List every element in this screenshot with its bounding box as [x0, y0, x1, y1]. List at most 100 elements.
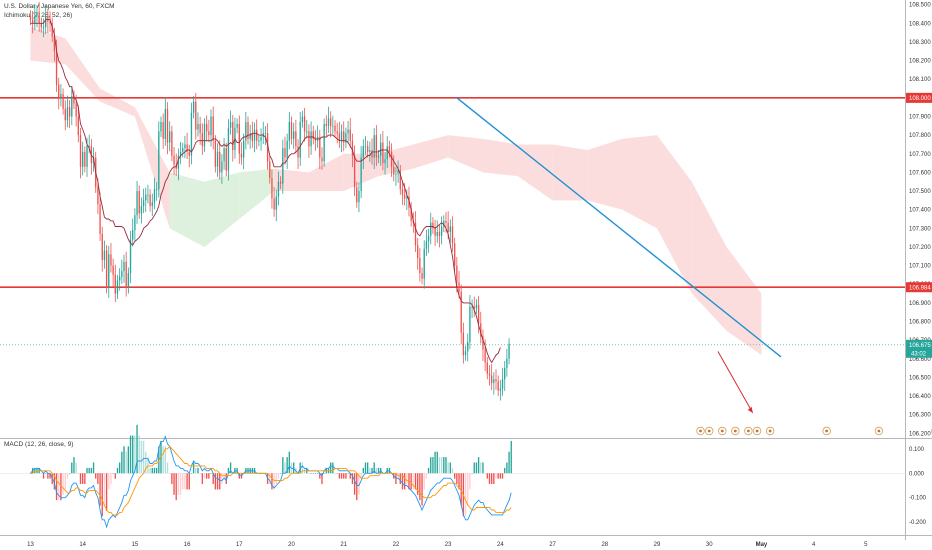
candle-body — [75, 103, 77, 117]
macd-histogram-bar — [399, 473, 401, 485]
candle-body — [188, 151, 190, 156]
candle-body — [293, 131, 295, 139]
calendar-event-dot — [755, 429, 759, 433]
macd-histogram-bar — [68, 473, 71, 474]
price-tick-label: 106.200 — [909, 431, 931, 437]
candle-body — [184, 144, 186, 149]
candle-body — [105, 250, 108, 288]
candle-body — [155, 189, 158, 190]
price-tick-label: 107.600 — [909, 170, 931, 176]
macd-histogram-bar — [504, 467, 506, 474]
candle-body — [358, 191, 360, 203]
macd-histogram-bar — [101, 473, 103, 517]
macd-histogram-bar — [125, 451, 127, 474]
price-axis[interactable]: 108.500 108.400 108.300 108.200 108.100 108.0… — [906, 3, 932, 438]
candle-body — [384, 159, 386, 164]
event-markers[interactable] — [696, 426, 932, 436]
macd-histogram-bar — [321, 473, 323, 485]
macd-histogram-bar — [469, 473, 471, 490]
level-tag-text: 108.000 — [909, 96, 931, 102]
candle-body — [236, 123, 238, 128]
candle-body — [195, 101, 197, 130]
macd-histogram-bar — [482, 462, 484, 474]
macd-histogram-bar — [284, 462, 286, 474]
macd-histogram-bar — [319, 473, 321, 479]
macd-histogram-bar — [414, 473, 417, 490]
macd-histogram-bar — [334, 473, 336, 474]
candle-body — [508, 343, 510, 359]
candle-body — [84, 151, 86, 167]
candle-body — [490, 375, 493, 384]
macd-histogram-bar — [75, 462, 77, 474]
trend-line — [456, 97, 782, 358]
macd-histogram-bar — [508, 451, 510, 474]
cloud-segment — [204, 172, 240, 247]
macd-histogram-bar — [110, 473, 112, 485]
macd-histogram-bar — [436, 451, 438, 474]
candle-body — [349, 129, 351, 141]
macd-histogram-bar — [438, 457, 441, 474]
candle-body — [493, 379, 495, 384]
macd-histogram-bar — [227, 467, 230, 474]
candle-body — [99, 204, 101, 234]
calendar-event-dot — [733, 429, 737, 433]
candle-body — [288, 122, 291, 141]
cloud-segment — [656, 135, 692, 294]
candle-body — [393, 166, 395, 175]
macd-histogram-bar — [64, 473, 66, 490]
candle-body — [164, 109, 167, 139]
candle-body — [501, 379, 504, 389]
macd-axis[interactable]: 0.100 0.000 -0.100 -0.200 — [909, 447, 927, 526]
level-tag — [906, 92, 932, 103]
macd-histogram-bar — [356, 473, 358, 501]
macd-histogram-bar — [471, 473, 473, 474]
macd-histogram-bar — [282, 457, 284, 474]
candle-body — [51, 23, 53, 37]
current-price-text: 106.675 — [909, 343, 931, 349]
macd-histogram-bar — [358, 473, 360, 495]
macd-histogram-bar — [360, 473, 362, 479]
candle-body — [186, 144, 188, 152]
candle-body — [68, 107, 71, 117]
candle-body — [264, 133, 267, 135]
candle-body — [121, 271, 123, 277]
macd-histogram-bar — [486, 473, 488, 479]
candle-body — [417, 245, 419, 259]
macd-histogram-bar — [55, 473, 58, 501]
candle-body — [123, 261, 125, 272]
cloud-segment — [134, 107, 170, 229]
candle-body — [55, 51, 58, 85]
cloud-segment — [448, 135, 483, 173]
macd-histogram-bar — [493, 473, 495, 485]
calendar-event-dot — [720, 429, 724, 433]
time-tick-label: 28 — [601, 542, 608, 548]
candle-body — [42, 27, 45, 28]
ichimoku-cloud — [30, 27, 762, 356]
candle-body — [160, 122, 162, 132]
candle-body — [486, 362, 488, 374]
macd-histogram-bar — [95, 473, 97, 479]
candle-body — [45, 15, 47, 28]
candle-body — [329, 118, 332, 126]
candle-body — [223, 148, 225, 162]
macd-histogram-bar — [45, 473, 47, 474]
price-tick-label: 108.400 — [909, 21, 931, 27]
candle-body — [136, 191, 138, 216]
time-axis[interactable]: 13 14 15 16 17 20 21 22 23 24 27 28 29 30 May 4 5 — [27, 542, 868, 548]
candle-body — [295, 131, 297, 147]
macd-histogram-bar — [66, 473, 69, 479]
macd-histogram-bar — [29, 473, 32, 474]
candle-body — [319, 136, 321, 158]
candle-body — [73, 95, 75, 104]
macd-histogram-bar — [40, 473, 43, 474]
candle-body — [399, 170, 401, 190]
macd-histogram-bar — [103, 473, 106, 506]
candle-body — [475, 304, 478, 309]
macd-histogram-bar — [362, 467, 364, 474]
macd-histogram-bar — [90, 467, 93, 474]
current-price-tag — [906, 339, 932, 358]
macd-histogram-bar — [114, 473, 116, 479]
macd-histogram-bar — [427, 467, 430, 474]
